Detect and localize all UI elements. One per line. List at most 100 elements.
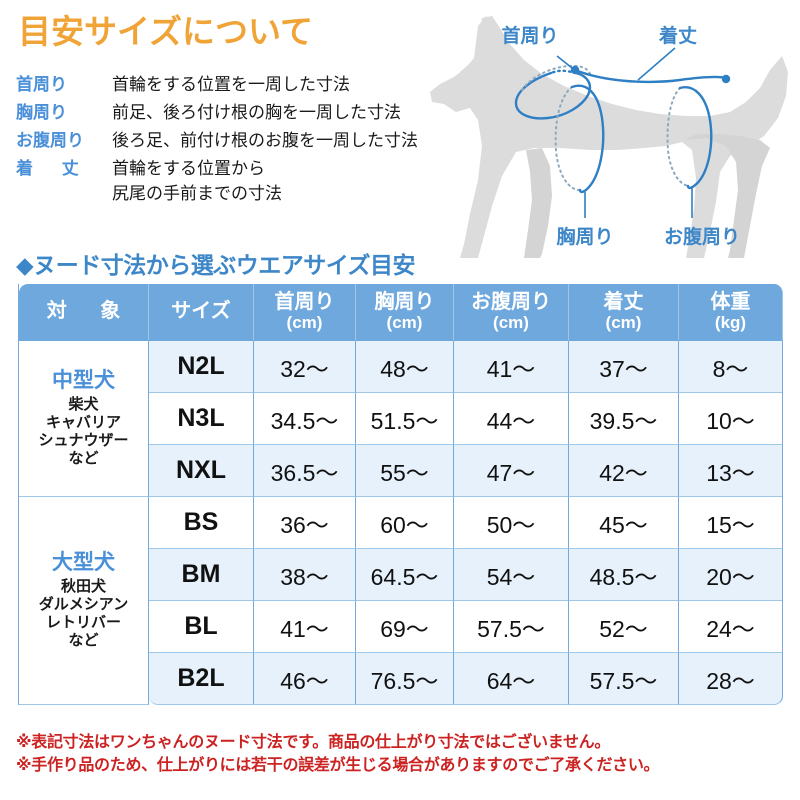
definition-desc-chest: 前足、後ろ付け根の胸を一周した寸法 — [112, 100, 401, 125]
target-group-name-large: 大型犬 — [52, 551, 115, 575]
size-table-container: 対 象 サイズ 首周り (cm) 胸周り (cm) お腹周り (cm) 着丈 (… — [18, 284, 783, 705]
belly-measurement-ellipse — [666, 86, 713, 190]
cell-neck: 36.5〜 — [254, 445, 356, 497]
leader-line-neck — [556, 55, 573, 69]
footnotes: ※表記寸法はワンちゃんのヌード寸法です。商品の仕上がり寸法ではございません。 ※… — [16, 732, 796, 777]
definition-row-neck: 首周り 首輪をする位置を一周した寸法 — [16, 72, 476, 97]
diagram-label-belly: お腹周り — [664, 225, 740, 248]
definition-row-length: 着 丈 首輪をする位置から 尻尾の手前までの寸法 — [16, 156, 476, 206]
length-measurement-line — [570, 65, 731, 84]
diagram-label-chest: 胸周り — [556, 225, 613, 248]
size-table-body: 中型犬 柴犬 キャバリア シュナウザー など N2L 32〜 48〜 41〜 3… — [19, 341, 783, 705]
column-header-size: サイズ — [149, 284, 254, 341]
column-header-belly-unit: (cm) — [493, 312, 529, 332]
target-group-breeds-large: 秋田犬 ダルメシアン レトリバー など — [19, 578, 148, 650]
cell-neck: 38〜 — [254, 549, 356, 601]
column-header-weight-unit: (kg) — [714, 312, 747, 332]
table-row: BL 41〜 69〜 57.5〜 52〜 24〜 — [19, 601, 783, 653]
target-group-cell-medium: 中型犬 柴犬 キャバリア シュナウザー など — [19, 341, 149, 497]
definition-desc-length-line2: 尻尾の手前までの寸法 — [112, 184, 282, 203]
cell-length: 42〜 — [569, 445, 679, 497]
cell-weight: 10〜 — [679, 393, 783, 445]
column-header-chest-label: 胸周り — [374, 291, 435, 314]
column-header-chest-unit: (cm) — [386, 312, 423, 332]
cell-chest: 51.5〜 — [356, 393, 454, 445]
cell-weight: 8〜 — [679, 341, 783, 393]
table-row: NXL 36.5〜 55〜 47〜 42〜 13〜 — [19, 445, 783, 497]
table-row: 中型犬 柴犬 キャバリア シュナウザー など N2L 32〜 48〜 41〜 3… — [19, 341, 783, 497]
cell-chest: 48〜 — [356, 341, 454, 393]
measurement-definition-list: 首周り 首輪をする位置を一周した寸法 胸周り 前足、後ろ付け根の胸を一周した寸法… — [16, 72, 476, 209]
cell-weight: 24〜 — [679, 601, 783, 653]
cell-chest: 55〜 — [356, 445, 454, 497]
column-header-length-label: 着丈 — [603, 291, 644, 314]
table-row: BM 38〜 64.5〜 54〜 48.5〜 20〜 — [19, 549, 783, 601]
table-row: 大型犬 秋田犬 ダルメシアン レトリバー など BS 36〜 60〜 50〜 4… — [19, 497, 783, 705]
cell-weight: 15〜 — [679, 497, 783, 549]
column-header-belly: お腹周り (cm) — [454, 284, 569, 341]
cell-belly: 47〜 — [454, 445, 569, 497]
target-group-name-medium: 中型犬 — [52, 369, 115, 393]
cell-weight: 28〜 — [679, 653, 783, 705]
table-header-row: 対 象 サイズ 首周り (cm) 胸周り (cm) お腹周り (cm) 着丈 (… — [19, 284, 783, 341]
breed-item: レトリバー — [45, 613, 121, 631]
page-title: 目安サイズについて — [18, 13, 314, 50]
cell-size: N3L — [149, 393, 254, 445]
column-header-weight: 体重 (kg) — [679, 284, 783, 341]
column-header-target: 対 象 — [19, 284, 149, 341]
cell-weight: 13〜 — [679, 445, 783, 497]
breed-item: ダルメシアン — [38, 595, 129, 613]
dog-measurement-diagram: 首周り 着丈 胸周り お腹周り — [430, 0, 800, 262]
target-group-breeds-medium: 柴犬 キャバリア シュナウザー など — [19, 396, 148, 468]
cell-length: 37〜 — [569, 341, 679, 393]
cell-belly: 50〜 — [454, 497, 569, 549]
section-heading: ◆ヌード寸法から選ぶウエアサイズ目安 — [16, 252, 416, 278]
diagram-label-neck: 首周り — [501, 24, 558, 47]
cell-belly: 41〜 — [454, 341, 569, 393]
cell-neck: 41〜 — [254, 601, 356, 653]
length-start-dot — [570, 65, 580, 75]
column-header-target-label: 対 象 — [46, 300, 135, 323]
breed-item: キャバリア — [45, 413, 121, 431]
breed-item: 秋田犬 — [60, 577, 106, 595]
breed-item: など — [68, 631, 99, 649]
length-end-dot — [721, 74, 731, 84]
dog-silhouette-icon — [430, 16, 788, 258]
size-table-header: 対 象 サイズ 首周り (cm) 胸周り (cm) お腹周り (cm) 着丈 (… — [19, 284, 783, 341]
cell-size: BM — [149, 549, 254, 601]
cell-length: 45〜 — [569, 497, 679, 549]
cell-belly: 54〜 — [454, 549, 569, 601]
column-header-weight-label: 体重 — [710, 291, 751, 314]
neck-ellipse-dotted-back — [521, 64, 591, 91]
cell-neck: 46〜 — [254, 653, 356, 705]
column-header-neck-label: 首周り — [274, 291, 335, 314]
definition-term-belly: お腹周り — [16, 131, 84, 150]
column-header-neck: 首周り (cm) — [254, 284, 356, 341]
column-header-chest: 胸周り (cm) — [356, 284, 454, 341]
cell-belly: 64〜 — [454, 653, 569, 705]
column-header-neck-unit: (cm) — [286, 312, 323, 332]
definition-desc-length: 首輪をする位置から 尻尾の手前までの寸法 — [112, 156, 282, 206]
cell-size: N2L — [149, 341, 254, 393]
column-header-length: 着丈 (cm) — [569, 284, 679, 341]
column-header-length-unit: (cm) — [605, 312, 642, 332]
definition-term-length: 着 丈 — [16, 159, 91, 178]
cell-size: BL — [149, 601, 254, 653]
target-group-cell-large: 大型犬 秋田犬 ダルメシアン レトリバー など — [19, 497, 149, 705]
definition-term-chest: 胸周り — [16, 103, 67, 122]
cell-neck: 36〜 — [254, 497, 356, 549]
definition-desc-neck: 首輪をする位置を一周した寸法 — [112, 72, 350, 97]
size-table: 対 象 サイズ 首周り (cm) 胸周り (cm) お腹周り (cm) 着丈 (… — [19, 284, 783, 705]
column-header-belly-label: お腹周り — [471, 291, 551, 314]
breed-item: シュナウザー — [38, 431, 129, 449]
cell-size: NXL — [149, 445, 254, 497]
cell-belly: 57.5〜 — [454, 601, 569, 653]
definition-desc-length-line1: 首輪をする位置から — [112, 159, 265, 178]
chest-measurement-ellipse — [554, 84, 605, 194]
cell-length: 39.5〜 — [569, 393, 679, 445]
cell-chest: 60〜 — [356, 497, 454, 549]
column-header-size-label: サイズ — [171, 300, 231, 323]
cell-length: 57.5〜 — [569, 653, 679, 705]
table-row: N3L 34.5〜 51.5〜 44〜 39.5〜 10〜 — [19, 393, 783, 445]
cell-neck: 34.5〜 — [254, 393, 356, 445]
